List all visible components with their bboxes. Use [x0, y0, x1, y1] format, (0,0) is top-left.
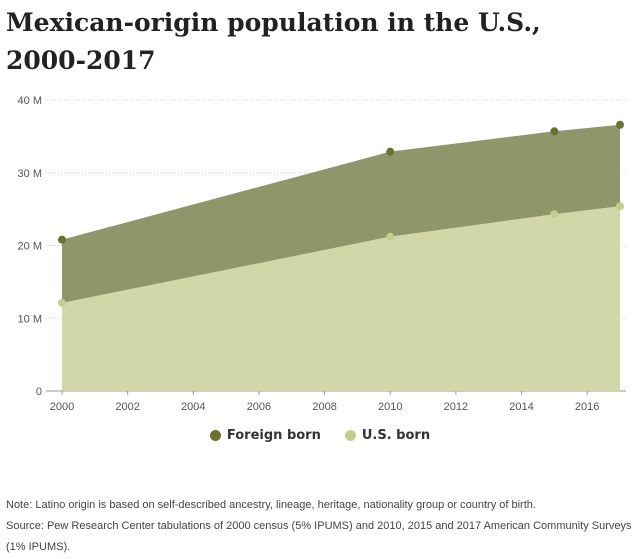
- x-tick-label: 2010: [378, 401, 402, 413]
- y-tick-label: 30 M: [18, 168, 42, 180]
- foreign-born-area: [62, 124, 620, 303]
- foreign-born-swatch: [209, 430, 221, 441]
- x-axis: 2000 2002 2004 2006 2008 2010 2012 2014 2016: [50, 391, 599, 413]
- foreign-born-point: [386, 147, 395, 156]
- stacked-areas: [62, 124, 620, 391]
- y-tick-label: 0: [36, 386, 42, 398]
- legend-label-us-born: U.S. born: [361, 428, 431, 443]
- x-tick-label: 2008: [312, 401, 336, 413]
- area-chart: 010 M20 M30 M40 M 2000 2002 2004 2006 2008 20…: [18, 95, 626, 413]
- note-text: Note: Latino origin is based on self-des…: [6, 499, 536, 511]
- x-tick-label: 2002: [115, 401, 139, 413]
- x-tick-label: 2004: [181, 401, 205, 413]
- foreign-born-point: [550, 127, 559, 136]
- x-tick-label: 2006: [247, 401, 271, 413]
- legend-label-foreign-born: Foreign born: [226, 428, 321, 443]
- legend-item-us-born: U.S. born: [344, 428, 431, 443]
- data-points: [58, 120, 624, 307]
- y-axis: 0 10 M 20 M 30 M 40 M: [18, 95, 42, 398]
- chart-title: Mexican-origin population in the U.S., 2…: [6, 8, 541, 75]
- y-tick-label: 10 M: [18, 313, 42, 325]
- y-tick-label: 20 M: [18, 241, 42, 253]
- foreign-born-point: [58, 235, 66, 244]
- legend-item-foreign-born: Foreign born: [209, 428, 321, 443]
- x-tick-label: 2016: [575, 401, 599, 413]
- us-born-point: [616, 202, 624, 211]
- us-born-swatch: [344, 430, 356, 441]
- us-born-point: [58, 298, 66, 307]
- x-tick-label: 2012: [444, 401, 468, 413]
- x-tick-label: 2000: [50, 401, 74, 413]
- us-born-point: [386, 232, 395, 241]
- legend: Foreign born U.S. born: [0, 428, 640, 443]
- us-born-area: [62, 206, 620, 391]
- chart-notes: Note: Latino origin is based on self-des…: [6, 495, 634, 558]
- foreign-born-point: [616, 120, 624, 129]
- us-born-point: [550, 210, 559, 219]
- y-tick-label: 40 M: [18, 95, 42, 107]
- x-tick-label: 2014: [509, 401, 533, 413]
- source-text: Source: Pew Research Center tabulations …: [6, 520, 632, 553]
